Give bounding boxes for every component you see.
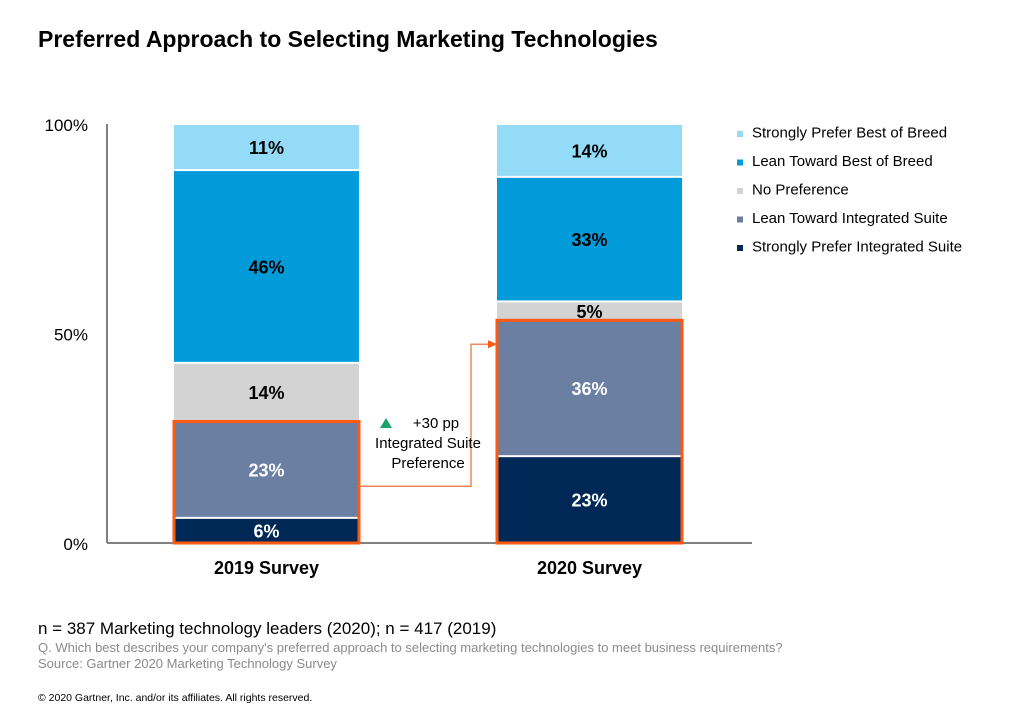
data-label: 46% xyxy=(248,257,284,277)
x-tick-label: 2020 Survey xyxy=(537,558,642,578)
bar-segment xyxy=(174,171,359,362)
annotation-text: +30 pp xyxy=(413,415,459,432)
data-label: 36% xyxy=(571,379,607,399)
data-label: 11% xyxy=(249,138,284,158)
highlight-box xyxy=(172,419,361,545)
sample-note: n = 387 Marketing technology leaders (20… xyxy=(38,619,497,638)
x-tick-label: 2019 Survey xyxy=(214,558,319,578)
bar-segment xyxy=(174,422,359,517)
arrowhead-icon xyxy=(488,340,497,349)
connector-arrow xyxy=(359,343,490,487)
legend-swatch xyxy=(737,216,743,223)
legend-label: No Preference xyxy=(752,182,849,199)
bar-segment xyxy=(497,321,682,456)
y-tick-label: 0% xyxy=(63,535,88,554)
data-label: 23% xyxy=(571,491,607,511)
legend-label: Strongly Prefer Integrated Suite xyxy=(752,239,962,256)
bar-segment xyxy=(497,125,682,176)
legend-label: Lean Toward Integrated Suite xyxy=(752,210,948,227)
data-label: 14% xyxy=(248,383,284,403)
chart-title: Preferred Approach to Selecting Marketin… xyxy=(38,26,658,52)
y-tick-label: 50% xyxy=(54,326,88,345)
bar-segment xyxy=(497,177,682,301)
question-text: Q. Which best describes your company's p… xyxy=(38,640,783,655)
annotation-text: Preference xyxy=(391,455,464,472)
y-tick-label: 100% xyxy=(45,116,88,135)
copyright: © 2020 Gartner, Inc. and/or its affiliat… xyxy=(38,692,313,704)
legend-label: Lean Toward Best of Breed xyxy=(752,153,933,170)
annotation-text: Integrated Suite xyxy=(375,435,481,452)
legend-swatch xyxy=(737,245,743,251)
bar-segment xyxy=(174,125,359,170)
legend-swatch xyxy=(737,159,743,166)
data-label: 23% xyxy=(248,461,284,481)
data-label: 6% xyxy=(253,521,279,541)
triangle-up-icon xyxy=(380,418,392,428)
bar-segment xyxy=(174,363,359,421)
question-note: Q. Which best describes your company's p… xyxy=(38,640,783,672)
data-label: 33% xyxy=(571,230,607,250)
data-label: 5% xyxy=(576,302,602,322)
data-label: 14% xyxy=(571,141,607,161)
bar-segment xyxy=(174,518,359,542)
bar-segment xyxy=(497,302,682,320)
bar-segment xyxy=(497,457,682,542)
highlight-box xyxy=(495,318,684,545)
legend-swatch xyxy=(737,188,743,194)
source-text: Source: Gartner 2020 Marketing Technolog… xyxy=(38,656,337,671)
legend-swatch xyxy=(737,131,743,137)
legend-label: Strongly Prefer Best of Breed xyxy=(752,125,947,142)
